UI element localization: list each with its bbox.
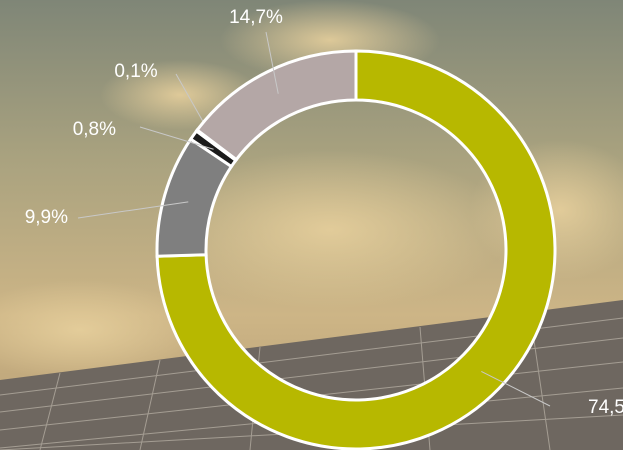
data-label: 9,9% <box>25 207 68 228</box>
data-label: 0,1% <box>114 61 157 82</box>
data-label: 74,5% <box>588 397 623 418</box>
chart: 74,5% 9,9% 0,8% 0,1% 14,7% <box>0 0 623 450</box>
data-label: 14,7% <box>229 7 283 28</box>
data-label: 0,8% <box>73 119 116 140</box>
